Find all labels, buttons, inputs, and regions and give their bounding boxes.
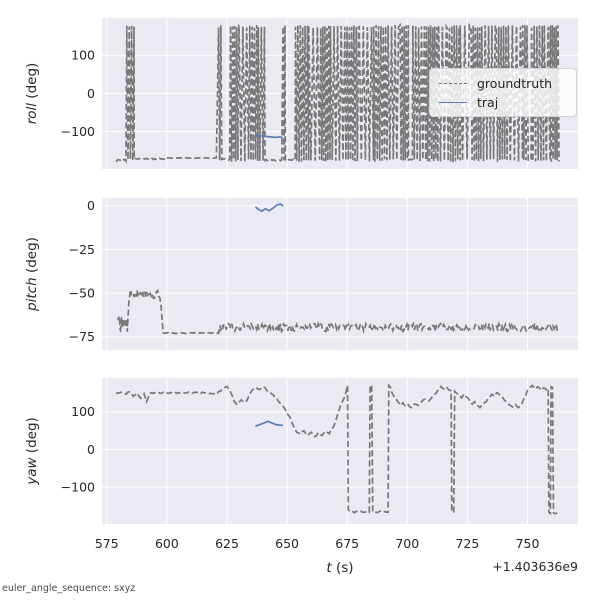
- subplot-yaw: −100 0 100: [61, 378, 578, 524]
- y-tick-label: −100: [61, 479, 95, 494]
- x-tick-label: 700: [395, 536, 419, 551]
- x-axis-offset-text: +1.403636e9: [492, 559, 578, 574]
- traj-line-pitch: [254, 203, 284, 213]
- groundtruth-line-sample-icon: [439, 83, 467, 84]
- legend-label-groundtruth: groundtruth: [477, 76, 553, 91]
- y-tick-label: 100: [71, 404, 95, 419]
- y-tick-label: −100: [61, 124, 95, 139]
- y-axis-label-roll: roll (deg): [24, 63, 40, 125]
- legend-item-traj[interactable]: traj: [439, 93, 568, 112]
- y-tick-label: 100: [71, 48, 95, 63]
- axes-background: [102, 378, 578, 524]
- legend[interactable]: groundtruth traj: [429, 68, 577, 117]
- y-axis-label-yaw: yaw (deg): [24, 417, 40, 486]
- x-tick-label: 750: [516, 536, 540, 551]
- groundtruth-line-pitch: [117, 288, 559, 335]
- x-tick-label: 725: [455, 536, 479, 551]
- y-axis-label-pitch: pitch (deg): [24, 237, 40, 312]
- traj-line-yaw: [255, 420, 284, 427]
- groundtruth-line-yaw: [115, 383, 558, 516]
- x-tick-label: 575: [95, 536, 119, 551]
- y-tick-label: −50: [69, 286, 95, 301]
- traj-line-sample-icon: [439, 102, 467, 103]
- x-tick-label: 600: [155, 536, 179, 551]
- x-tick-label: 650: [275, 536, 299, 551]
- y-tick-label: 0: [87, 442, 95, 457]
- traj-line-roll: [255, 134, 284, 139]
- legend-item-groundtruth[interactable]: groundtruth: [439, 74, 568, 93]
- y-tick-label: −75: [69, 329, 95, 344]
- euler-sequence-note: euler_angle_sequence: sxyz: [2, 583, 136, 594]
- y-tick-label: −25: [69, 242, 95, 257]
- y-tick-label: 0: [87, 198, 95, 213]
- subplot-pitch: −75 −50 −25 0: [69, 198, 578, 350]
- x-tick-label: 675: [335, 536, 359, 551]
- x-axis-label: t (s): [326, 560, 353, 576]
- legend-label-traj: traj: [477, 95, 499, 110]
- x-tick-label: 625: [215, 536, 239, 551]
- y-tick-label: 0: [87, 86, 95, 101]
